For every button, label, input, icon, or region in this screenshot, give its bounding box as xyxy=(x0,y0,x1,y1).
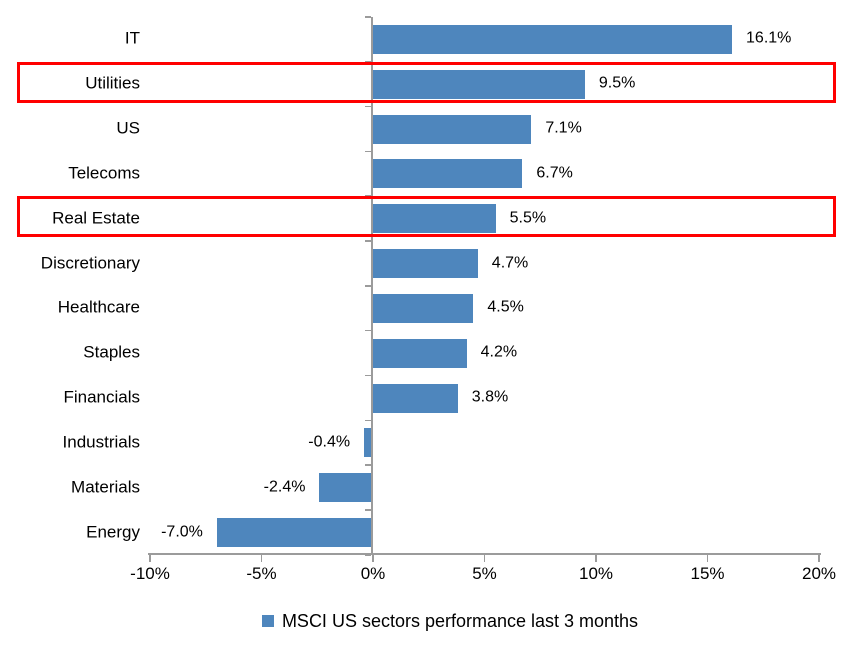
x-axis-tick xyxy=(260,555,262,562)
value-label: 6.7% xyxy=(536,164,573,182)
category-label: IT xyxy=(124,29,140,49)
x-axis-tick xyxy=(818,555,820,562)
category-axis-tick xyxy=(365,464,371,466)
value-label: 4.2% xyxy=(480,343,518,361)
category-label: Real Estate xyxy=(52,208,140,228)
bar xyxy=(373,159,523,189)
bar xyxy=(373,293,474,323)
value-label: 4.5% xyxy=(487,299,524,317)
category-axis-tick xyxy=(365,329,371,332)
value-label: 7.1% xyxy=(545,119,582,137)
category-axis-tick xyxy=(365,285,371,287)
category-label: Staples xyxy=(83,342,140,362)
category-label: Industrials xyxy=(62,432,140,452)
x-axis-tick xyxy=(483,555,485,562)
category-label: Utilities xyxy=(85,73,140,93)
x-axis-line xyxy=(148,553,821,555)
value-label: 4.7% xyxy=(491,254,529,272)
value-label: 5.5% xyxy=(509,209,547,227)
legend-swatch-icon xyxy=(261,615,274,627)
value-label: 16.1% xyxy=(746,30,792,48)
category-axis-line xyxy=(371,17,373,555)
x-axis-tick-label: 0% xyxy=(360,564,386,583)
category-axis-tick xyxy=(365,16,371,18)
x-axis-tick xyxy=(706,555,708,562)
category-axis-tick xyxy=(365,419,371,421)
value-label: -7.0% xyxy=(161,523,203,541)
highlight-box xyxy=(17,62,836,103)
bar xyxy=(373,204,496,234)
value-label: -2.4% xyxy=(263,478,306,496)
x-axis-tick xyxy=(595,555,597,562)
bar xyxy=(216,518,373,548)
x-axis-tick-label: -10% xyxy=(130,564,170,583)
x-axis-tick-label: 15% xyxy=(690,564,725,583)
bar xyxy=(373,338,467,368)
bar xyxy=(373,249,478,279)
category-label: US xyxy=(116,118,140,138)
category-axis-tick xyxy=(365,105,371,108)
bar xyxy=(373,69,585,99)
x-axis-tick-label: 20% xyxy=(801,564,837,583)
bar xyxy=(364,428,373,458)
bar xyxy=(373,24,733,54)
category-axis-tick xyxy=(365,374,371,377)
x-axis-tick-label: 5% xyxy=(472,564,497,583)
x-axis-tick xyxy=(149,555,151,562)
legend: MSCI US sectors performance last 3 month… xyxy=(0,608,852,634)
legend-label: MSCI US sectors performance last 3 month… xyxy=(281,610,639,631)
x-axis-tick xyxy=(372,555,374,562)
bar xyxy=(373,114,532,144)
category-axis-tick xyxy=(365,150,371,152)
category-label: Energy xyxy=(86,522,140,542)
category-label: Materials xyxy=(71,477,140,497)
category-label: Financials xyxy=(63,387,140,407)
x-axis-tick-label: -5% xyxy=(246,564,277,583)
category-label: Discretionary xyxy=(40,253,140,273)
category-axis-tick xyxy=(365,60,371,63)
bar xyxy=(373,383,458,413)
value-label: 3.8% xyxy=(471,388,509,406)
x-axis-tick-label: 10% xyxy=(578,564,614,583)
category-label: Telecoms xyxy=(68,163,140,183)
value-label: -0.4% xyxy=(308,433,351,451)
bar xyxy=(319,473,373,503)
category-label: Healthcare xyxy=(57,298,140,318)
category-axis-tick xyxy=(365,509,371,511)
category-axis-tick xyxy=(365,240,371,242)
value-label: 9.5% xyxy=(598,74,636,92)
highlight-box xyxy=(17,196,836,237)
